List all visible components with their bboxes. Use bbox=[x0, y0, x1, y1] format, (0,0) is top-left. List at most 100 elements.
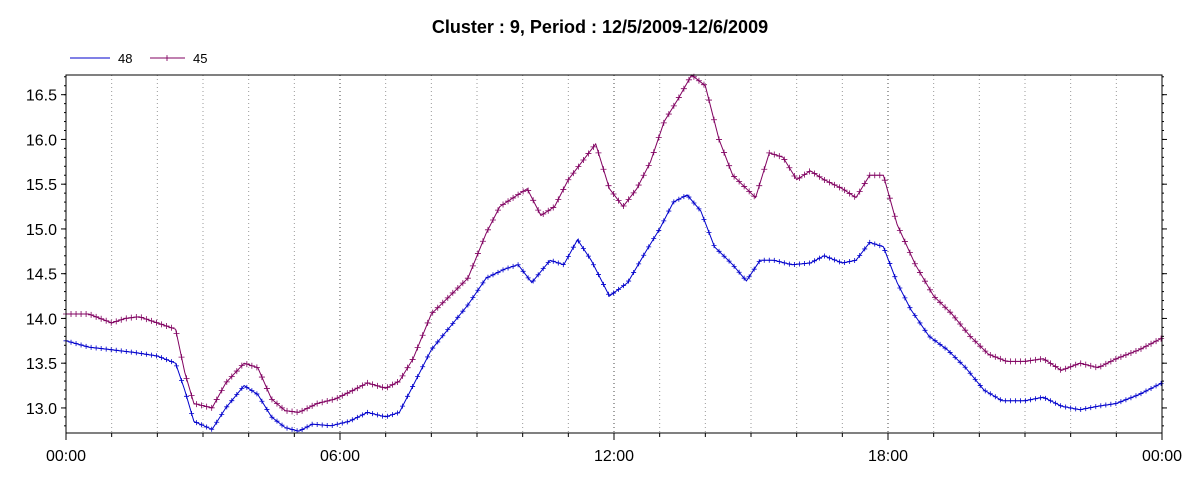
data-point-marker bbox=[947, 309, 954, 316]
data-point-marker bbox=[309, 402, 316, 409]
data-point-marker bbox=[179, 378, 185, 384]
series-markers-45 bbox=[63, 73, 1165, 416]
data-point-marker bbox=[480, 280, 486, 286]
data-point-marker bbox=[836, 184, 843, 191]
data-point-marker bbox=[686, 194, 692, 200]
data-point-marker bbox=[550, 258, 556, 264]
data-point-marker bbox=[168, 359, 174, 365]
data-point-marker bbox=[460, 308, 466, 314]
data-point-marker bbox=[1132, 348, 1139, 355]
data-point-marker bbox=[952, 314, 959, 321]
data-point-marker bbox=[867, 239, 873, 245]
data-point-marker bbox=[570, 244, 576, 250]
data-point-marker bbox=[560, 186, 567, 193]
data-point-marker bbox=[701, 216, 707, 222]
data-point-marker bbox=[1113, 401, 1119, 407]
data-point-marker bbox=[741, 275, 747, 281]
data-point-marker bbox=[93, 345, 99, 351]
data-point-marker bbox=[1048, 398, 1054, 404]
data-point-marker bbox=[842, 260, 848, 266]
data-point-marker bbox=[1002, 398, 1008, 404]
data-point-marker bbox=[817, 255, 822, 261]
data-point-marker bbox=[404, 364, 411, 371]
data-point-marker bbox=[781, 260, 787, 266]
data-point-marker bbox=[88, 344, 94, 350]
data-point-marker bbox=[209, 426, 215, 432]
data-point-marker bbox=[389, 381, 396, 388]
data-point-marker bbox=[891, 213, 898, 220]
data-point-marker bbox=[997, 355, 1004, 362]
data-point-marker bbox=[1073, 406, 1079, 412]
data-point-marker bbox=[851, 193, 858, 200]
data-point-marker bbox=[1148, 340, 1155, 347]
data-point-marker bbox=[796, 174, 803, 181]
data-point-marker bbox=[947, 349, 953, 355]
data-point-marker bbox=[595, 149, 602, 156]
data-point-marker bbox=[620, 202, 627, 209]
data-point-marker bbox=[425, 354, 431, 360]
data-point-marker bbox=[776, 259, 782, 265]
data-point-marker bbox=[565, 253, 571, 259]
data-point-marker bbox=[696, 206, 702, 212]
data-point-marker bbox=[430, 345, 436, 351]
x-tick-label: 18:00 bbox=[868, 448, 908, 465]
data-point-marker bbox=[590, 262, 596, 268]
data-point-marker bbox=[1118, 399, 1124, 405]
series-markers-48 bbox=[63, 194, 1164, 434]
data-point-marker bbox=[676, 196, 682, 202]
data-point-marker bbox=[183, 375, 190, 382]
data-point-marker bbox=[354, 385, 361, 392]
data-point-marker bbox=[445, 327, 451, 333]
data-point-marker bbox=[394, 379, 401, 386]
data-point-marker bbox=[555, 196, 562, 203]
data-point-marker bbox=[1017, 358, 1024, 365]
series-layer bbox=[63, 73, 1165, 434]
data-point-marker bbox=[982, 388, 988, 394]
data-point-marker bbox=[1017, 398, 1023, 404]
data-point-marker bbox=[1103, 402, 1109, 408]
data-point-marker bbox=[153, 319, 160, 326]
data-point-marker bbox=[811, 258, 817, 264]
data-point-marker bbox=[631, 269, 637, 275]
data-point-marker bbox=[510, 263, 516, 269]
data-point-marker bbox=[269, 414, 275, 420]
data-point-marker bbox=[852, 258, 858, 264]
data-point-marker bbox=[611, 290, 617, 296]
data-point-marker bbox=[881, 177, 888, 184]
data-point-marker bbox=[133, 350, 139, 356]
data-point-marker bbox=[1092, 364, 1099, 371]
data-point-marker bbox=[73, 341, 79, 347]
data-point-marker bbox=[485, 274, 491, 280]
data-point-marker bbox=[294, 409, 301, 416]
data-point-marker bbox=[490, 272, 496, 278]
data-point-marker bbox=[600, 166, 607, 173]
data-point-marker bbox=[194, 420, 200, 426]
data-point-marker bbox=[615, 197, 622, 204]
y-tick-label: 15.5 bbox=[26, 177, 57, 194]
data-point-marker bbox=[334, 395, 341, 402]
data-point-marker bbox=[68, 339, 74, 345]
data-point-marker bbox=[334, 421, 340, 427]
data-point-marker bbox=[666, 208, 672, 214]
data-point-marker bbox=[268, 396, 275, 403]
data-point-marker bbox=[505, 198, 512, 205]
data-point-marker bbox=[93, 313, 100, 320]
data-point-marker bbox=[1068, 405, 1074, 411]
data-point-marker bbox=[299, 407, 306, 414]
data-point-marker bbox=[88, 311, 95, 318]
data-point-marker bbox=[98, 315, 105, 322]
data-point-marker bbox=[695, 77, 702, 84]
data-point-marker bbox=[1122, 351, 1129, 358]
data-point-marker bbox=[1133, 393, 1139, 399]
data-point-marker bbox=[224, 404, 230, 410]
data-point-marker bbox=[203, 403, 210, 410]
data-point-marker bbox=[68, 310, 75, 317]
data-point-marker bbox=[78, 342, 84, 348]
data-point-marker bbox=[263, 385, 270, 392]
data-point-marker bbox=[655, 134, 662, 141]
data-point-marker bbox=[675, 94, 682, 101]
data-point-marker bbox=[957, 321, 964, 328]
data-point-marker bbox=[585, 150, 592, 157]
data-point-marker bbox=[1077, 360, 1084, 367]
data-point-marker bbox=[1083, 406, 1089, 412]
